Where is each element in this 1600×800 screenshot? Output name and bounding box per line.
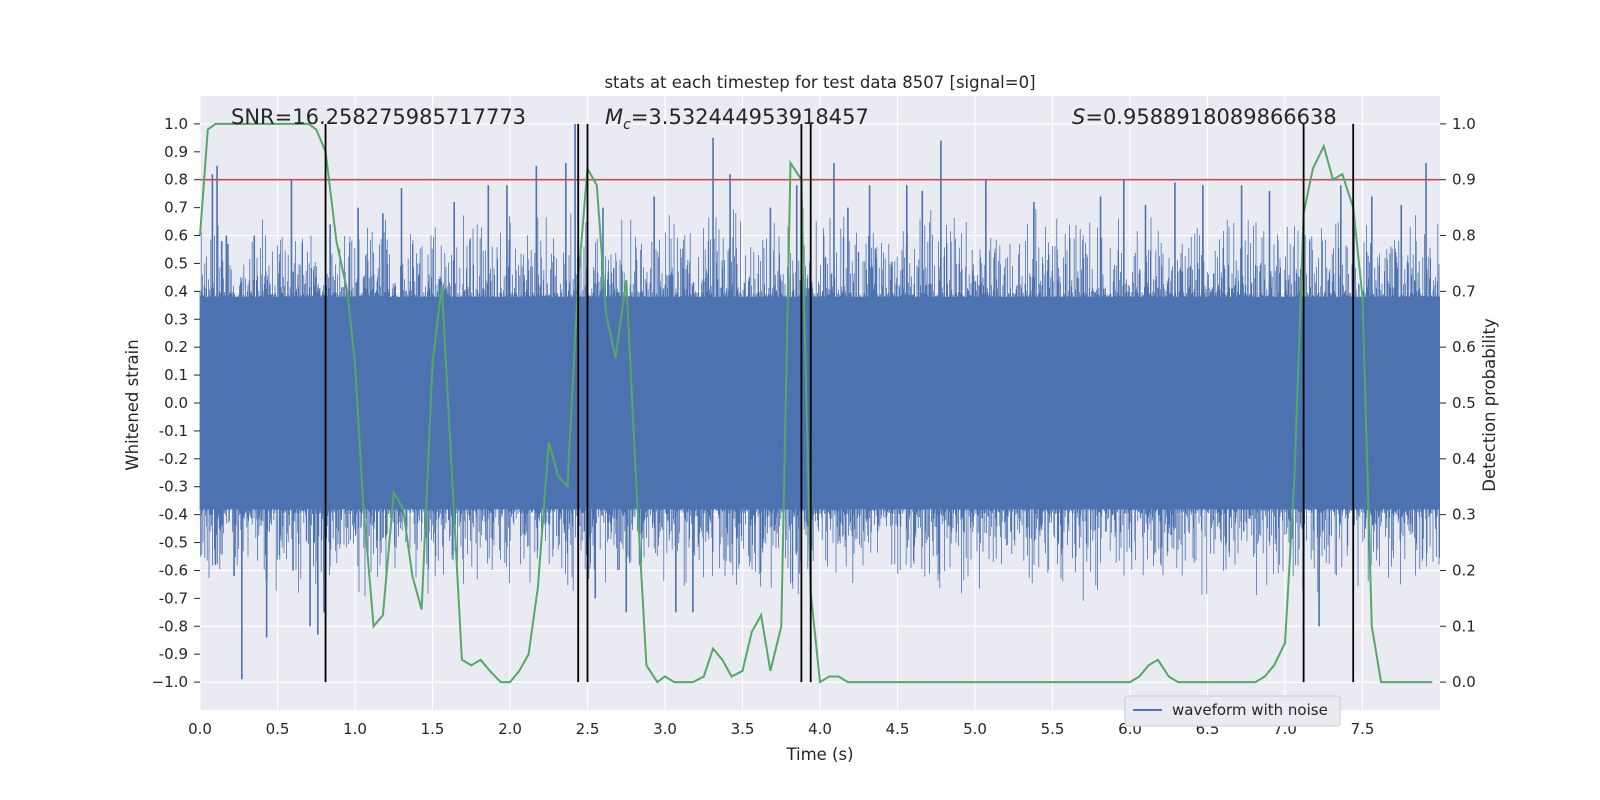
y-tick-label: 0.7 — [164, 199, 188, 217]
y-tick-label: 0.0 — [164, 394, 188, 412]
y-tick-label: -0.3 — [159, 478, 188, 496]
score-value: =0.9588918089866638 — [1085, 105, 1336, 129]
y-right-tick-label: 0.3 — [1452, 506, 1476, 524]
y-tick-label: −1.0 — [152, 673, 188, 691]
snr-annotation: SNR=16.258275985717773 — [231, 105, 526, 129]
waveform-series — [199, 123, 1440, 680]
legend: waveform with noise — [1124, 695, 1341, 727]
y-tick-label: 0.3 — [164, 310, 188, 328]
y-tick-label: -0.8 — [159, 617, 188, 635]
y-right-tick-label: 0.2 — [1452, 561, 1476, 579]
legend-label: waveform with noise — [1172, 701, 1328, 719]
x-tick-label: 7.5 — [1351, 720, 1375, 738]
y-right-tick-label: 0.5 — [1452, 394, 1476, 412]
x-tick-label: 3.5 — [731, 720, 755, 738]
chirp-mass-subscript: c — [623, 117, 631, 133]
y-axis-ticks: 1.0 0.9 0.8 0.7 0.6 0.5 0.4 0.3 0.2 0.1 0.0 -0.1 -0.… — [152, 115, 200, 691]
x-tick-label: 3.0 — [653, 720, 677, 738]
y-tick-label: 0.8 — [164, 171, 188, 189]
y-tick-label: 0.5 — [164, 254, 188, 272]
x-tick-label: 0.0 — [188, 720, 212, 738]
x-tick-label: 0.5 — [266, 720, 290, 738]
x-tick-label: 2.5 — [576, 720, 600, 738]
chirp-mass-value: =3.532444953918457 — [631, 105, 869, 129]
y-axis-right-ticks: 1.0 0.9 0.8 0.7 0.6 0.5 0.4 0.3 0.2 0.1 0.0 — [1440, 115, 1476, 691]
y-tick-label: -0.6 — [159, 561, 188, 579]
chirp-mass-symbol: M — [605, 105, 623, 129]
y-tick-label: -0.2 — [159, 450, 188, 468]
y-tick-label: 1.0 — [164, 115, 188, 133]
y-tick-label: -0.9 — [159, 645, 188, 663]
y-right-tick-label: 1.0 — [1452, 115, 1476, 133]
detection-probability-series — [199, 122, 1433, 684]
score-symbol: S — [1072, 105, 1085, 129]
x-axis-label: Time (s) — [785, 745, 853, 764]
y-right-tick-label: 0.6 — [1452, 338, 1476, 356]
y-tick-label: 0.9 — [164, 143, 188, 161]
x-tick-label: 1.5 — [421, 720, 445, 738]
y-right-tick-label: 0.1 — [1452, 617, 1476, 635]
y-tick-label: -0.4 — [159, 506, 188, 524]
vertical-markers — [324, 123, 1355, 683]
legend-box — [1124, 695, 1341, 727]
y-tick-label: 0.4 — [164, 282, 188, 300]
x-tick-label: 1.0 — [343, 720, 367, 738]
x-tick-label: 5.5 — [1041, 720, 1065, 738]
x-tick-label: 5.0 — [963, 720, 987, 738]
y-axis-right-label: Detection probability — [1480, 318, 1499, 492]
x-tick-label: 4.5 — [886, 720, 910, 738]
y-tick-label: -0.1 — [159, 422, 188, 440]
detection-probability-line — [199, 122, 1433, 684]
chirp-mass-annotation: Mc=3.532444953918457 — [605, 105, 869, 133]
noise-waveform — [199, 208, 1440, 601]
x-tick-label: 2.0 — [498, 720, 522, 738]
y-right-tick-label: 0.4 — [1452, 450, 1476, 468]
y-right-tick-label: 0.8 — [1452, 227, 1476, 245]
chart-title: stats at each timestep for test data 850… — [604, 73, 1035, 92]
score-annotation: S=0.9588918089866638 — [1072, 105, 1337, 129]
y-tick-label: 0.2 — [164, 338, 188, 356]
y-axis-label: Whitened strain — [123, 339, 142, 470]
x-tick-label: 4.0 — [808, 720, 832, 738]
y-right-tick-label: 0.7 — [1452, 282, 1476, 300]
y-right-tick-label: 0.9 — [1452, 171, 1476, 189]
y-tick-label: 0.6 — [164, 227, 188, 245]
y-right-tick-label: 0.0 — [1452, 673, 1476, 691]
y-tick-label: 0.1 — [164, 366, 188, 384]
y-tick-label: -0.7 — [159, 589, 188, 607]
y-tick-label: -0.5 — [159, 534, 188, 552]
